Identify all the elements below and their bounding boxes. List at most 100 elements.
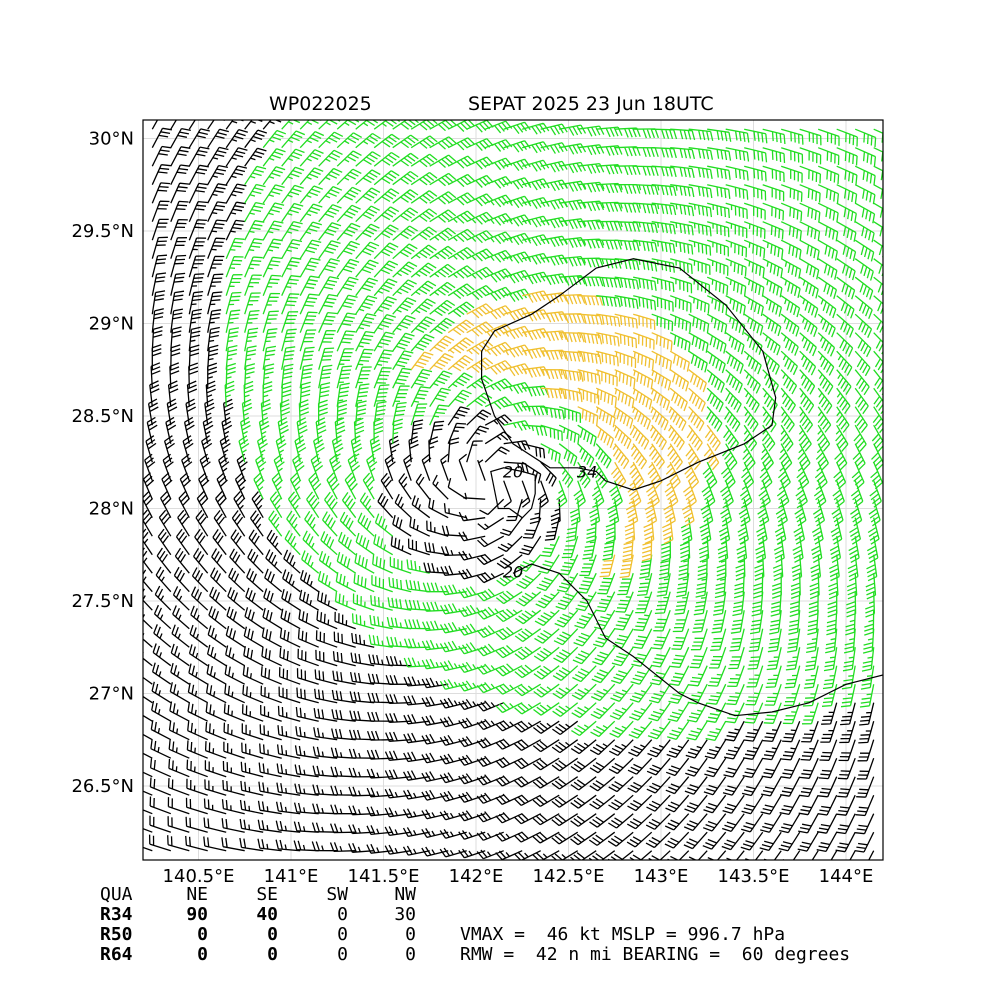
wind-barb	[336, 204, 361, 223]
wind-barb	[279, 399, 291, 426]
wind-barb	[742, 757, 764, 779]
wind-barb	[817, 406, 832, 433]
wind-barb	[373, 534, 394, 556]
wind-barb	[281, 257, 302, 278]
wind-barb	[466, 425, 489, 445]
wind-barb	[207, 362, 218, 389]
wind-barb	[336, 276, 359, 297]
wind-barb	[753, 573, 764, 599]
wind-barb	[684, 461, 700, 490]
wind-barb	[701, 480, 716, 508]
wind-barb	[780, 313, 800, 337]
wind-barb	[366, 730, 393, 741]
wind-barb	[577, 443, 595, 468]
wind-barb	[570, 794, 597, 809]
wind-barb	[799, 258, 820, 280]
wind-barb	[466, 193, 494, 207]
wind-barb	[669, 332, 691, 352]
wind-barb	[532, 813, 560, 826]
wind-barb	[318, 276, 340, 297]
wind-barb	[503, 251, 531, 264]
wind-barb	[404, 599, 430, 611]
wind-barb	[540, 292, 568, 304]
wind-barb	[332, 670, 356, 685]
wind-barb	[262, 274, 282, 296]
wind-barb	[385, 712, 412, 724]
wind-barb	[495, 683, 523, 695]
wind-barb	[522, 366, 549, 378]
wind-barb	[355, 241, 380, 260]
wind-barb	[836, 369, 852, 395]
wind-barb	[854, 387, 869, 415]
wind-barb	[707, 128, 732, 142]
wind-barb	[153, 604, 172, 630]
wind-barb	[757, 499, 770, 527]
wind-barb	[764, 683, 782, 706]
wind-barb	[143, 652, 153, 667]
wind-barb	[725, 369, 743, 394]
wind-barb	[503, 140, 531, 153]
row-label: R64	[100, 944, 133, 965]
wind-barb	[762, 295, 783, 317]
wind-barb	[466, 321, 494, 337]
wind-barb	[240, 761, 264, 778]
wind-barb	[329, 823, 356, 834]
wind-barb	[760, 776, 782, 797]
wind-barb	[495, 626, 523, 641]
wind-barb	[615, 591, 634, 613]
wind-barb	[310, 453, 324, 481]
x-tick-label: 142°E	[449, 866, 504, 887]
wind-barb	[318, 329, 336, 352]
wind-barb	[816, 831, 838, 853]
wind-barb	[515, 591, 542, 607]
wind-barb	[856, 757, 875, 780]
wind-barb	[532, 850, 560, 860]
wind-barb	[466, 138, 494, 152]
wind-barb	[766, 647, 782, 671]
wind-barb	[798, 794, 819, 816]
wind-barb	[577, 424, 597, 447]
wind-barb	[780, 184, 803, 202]
wind-barb	[836, 387, 851, 414]
wind-barb	[688, 665, 708, 687]
wind-barb	[276, 744, 301, 759]
wind-barb	[743, 387, 760, 414]
wind-barb	[532, 739, 560, 753]
wind-barb	[151, 344, 162, 370]
wind-barb	[150, 362, 161, 389]
wind-barb	[384, 807, 412, 818]
wind-barb	[330, 804, 356, 815]
wind-barb	[873, 295, 883, 314]
wind-barb	[749, 610, 764, 635]
wind-barb	[688, 128, 714, 141]
wind-barb	[410, 368, 433, 389]
wind-barb	[221, 818, 245, 833]
wind-barb	[651, 628, 671, 650]
wind-barb	[466, 120, 494, 133]
wind-barb	[720, 499, 733, 527]
wind-barb	[789, 591, 801, 618]
wind-barb	[204, 779, 227, 796]
wind-barb	[373, 417, 384, 444]
wind-barb	[540, 330, 567, 342]
wind-barb	[688, 202, 713, 218]
wind-barb	[495, 590, 523, 605]
wind-barb	[377, 492, 394, 519]
wind-barb	[476, 625, 504, 638]
wind-barb	[686, 424, 703, 451]
wind-barb	[540, 235, 568, 248]
wind-barb	[211, 548, 227, 574]
wind-barb	[297, 648, 319, 667]
wind-barb	[762, 221, 784, 240]
wind-barb	[762, 276, 783, 298]
wind-barb	[688, 258, 711, 275]
wind-barb	[213, 509, 227, 537]
wind-barb	[596, 220, 623, 231]
wind-barb	[207, 237, 226, 259]
wind-barb	[614, 221, 641, 232]
wind-barb	[188, 290, 204, 315]
wind-barb	[780, 424, 794, 452]
wind-barb	[168, 720, 190, 741]
wind-barb	[314, 669, 338, 685]
wind-barb	[322, 511, 338, 537]
